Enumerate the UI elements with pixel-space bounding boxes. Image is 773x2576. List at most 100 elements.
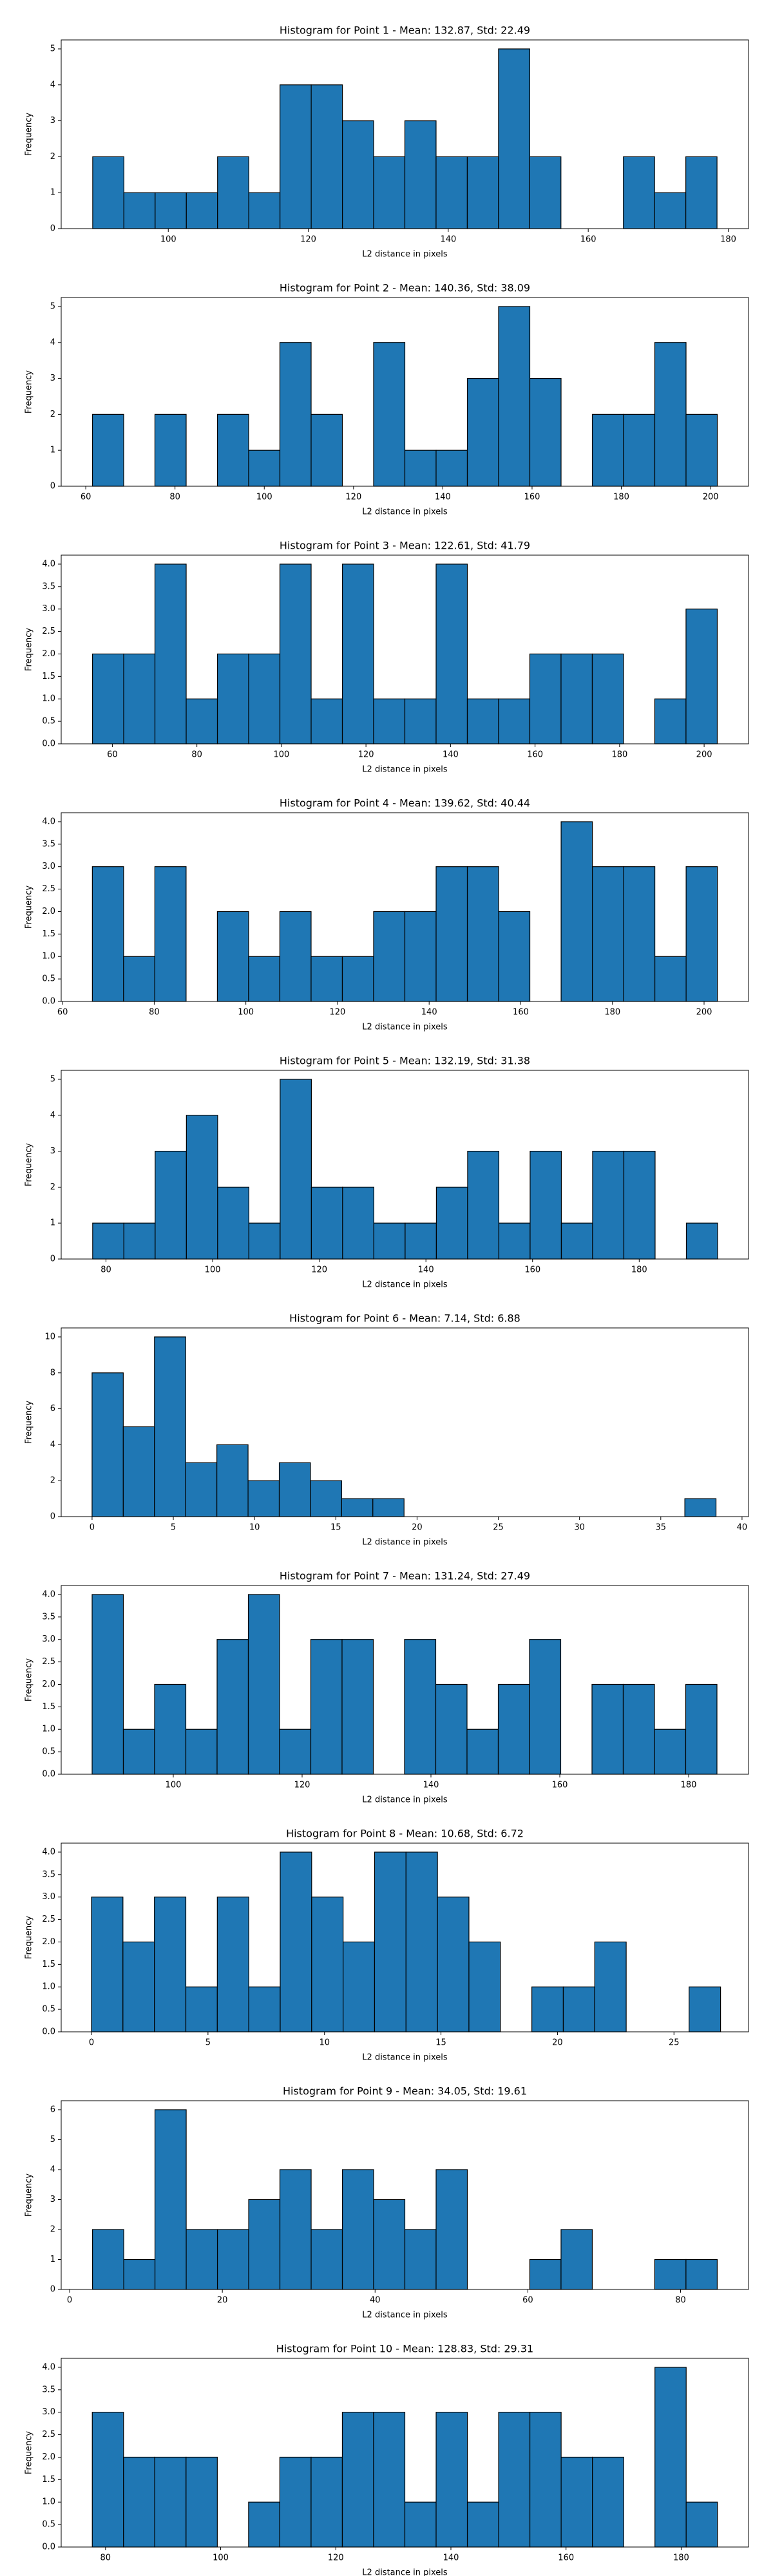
bar (341, 1639, 374, 1775)
x-tick-label: 160 (552, 1781, 568, 1790)
x-axis-label: L2 distance in pixels (362, 1280, 448, 1290)
bar (310, 84, 343, 229)
bar (123, 653, 156, 744)
y-axis-label: Frequency (24, 2431, 34, 2474)
bar (154, 1683, 187, 1775)
bar (310, 2456, 343, 2548)
y-tick-label: 3.0 (42, 862, 55, 871)
axes-frame (61, 2100, 749, 2290)
x-tick-label: 140 (435, 493, 451, 502)
bar (123, 1222, 156, 1260)
axes-frame (61, 1585, 749, 1775)
x-tick-label: 10 (249, 1523, 260, 1533)
y-tick-label: 0 (50, 2285, 55, 2295)
y-tick-label: 1 (50, 1218, 55, 1228)
chart-title: Histogram for Point 9 - Mean: 34.05, Std… (283, 2085, 527, 2098)
bar (373, 2199, 406, 2290)
y-axis-label: Frequency (24, 2174, 34, 2217)
x-tick-label: 60 (107, 750, 118, 760)
y-axis-label: Frequency (24, 1916, 34, 1959)
bar (435, 156, 468, 229)
x-tick-label: 15 (330, 1523, 341, 1533)
y-tick-label: 0 (50, 1512, 55, 1522)
bar (498, 48, 530, 229)
chart-title: Histogram for Point 10 - Mean: 128.83, S… (276, 2343, 533, 2355)
bar (216, 1444, 249, 1517)
bar (404, 911, 437, 1002)
bar (498, 698, 531, 744)
y-tick-label: 0.5 (42, 717, 55, 726)
x-axis-label: L2 distance in pixels (362, 250, 448, 260)
y-tick-label: 3.5 (42, 839, 55, 849)
y-tick-label: 4 (50, 1440, 55, 1450)
x-tick-label: 0 (67, 2296, 72, 2306)
y-tick-label: 1.0 (42, 694, 55, 704)
x-tick-label: 120 (294, 1781, 310, 1790)
bar (591, 866, 624, 1002)
x-tick-label: 100 (273, 750, 289, 760)
y-tick-label: 2 (50, 410, 55, 419)
y-axis-label: Frequency (24, 1658, 34, 1701)
x-tick-label: 100 (238, 1008, 254, 1018)
y-tick-label: 4.0 (42, 817, 55, 826)
chart-title: Histogram for Point 4 - Mean: 139.62, St… (280, 797, 530, 810)
bar (654, 192, 687, 229)
y-tick-label: 3 (50, 1146, 55, 1156)
bar (435, 2169, 468, 2290)
x-tick-label: 30 (574, 1523, 585, 1533)
y-tick-label: 2.5 (42, 627, 55, 636)
y-tick-label: 3 (50, 2195, 55, 2204)
x-tick-label: 160 (513, 1008, 529, 1018)
bar (186, 698, 218, 744)
bar (310, 413, 343, 487)
y-tick-label: 3.5 (42, 1612, 55, 1622)
bar (560, 1222, 593, 1260)
bar (154, 2109, 187, 2290)
bar (185, 1462, 218, 1517)
bar (123, 956, 155, 1002)
axes-frame (61, 297, 749, 487)
bar (560, 821, 593, 1002)
x-tick-label: 160 (524, 1265, 540, 1275)
x-tick-label: 100 (166, 1781, 182, 1790)
x-axis-label: L2 distance in pixels (362, 765, 448, 775)
bar (154, 866, 187, 1002)
y-tick-label: 2.5 (42, 884, 55, 894)
bar (498, 911, 531, 1002)
bar (248, 2199, 281, 2290)
bar (186, 192, 218, 229)
x-tick-label: 140 (421, 1008, 437, 1018)
y-tick-label: 2.0 (42, 907, 55, 916)
x-tick-label: 80 (191, 750, 202, 760)
bar (404, 2501, 437, 2548)
bar (529, 377, 562, 487)
bar (592, 1150, 625, 1260)
bar (437, 1897, 470, 2032)
x-tick-label: 20 (552, 2038, 563, 2048)
x-axis-label: L2 distance in pixels (362, 1023, 448, 1032)
bar (216, 1897, 249, 2032)
x-tick-label: 0 (89, 2038, 94, 2048)
y-tick-label: 4 (50, 80, 55, 90)
x-axis-label: L2 distance in pixels (362, 507, 448, 517)
y-tick-label: 2.0 (42, 2452, 55, 2462)
x-axis-label: L2 distance in pixels (362, 2311, 448, 2320)
y-tick-label: 1.0 (42, 952, 55, 961)
x-tick-label: 80 (100, 2553, 111, 2563)
x-tick-label: 35 (656, 1523, 667, 1533)
bar (529, 653, 562, 744)
bar (373, 156, 406, 229)
bar (591, 1683, 624, 1775)
bar (310, 956, 343, 1002)
x-tick-label: 160 (527, 750, 543, 760)
axes-frame (61, 39, 749, 229)
x-tick-label: 100 (213, 2553, 229, 2563)
bar (247, 1480, 280, 1517)
bar (123, 2259, 156, 2290)
bar (592, 2456, 624, 2548)
bar (247, 1594, 280, 1775)
bar (248, 192, 281, 229)
y-tick-label: 1.0 (42, 1725, 55, 1734)
bar (92, 2229, 124, 2290)
y-axis-label: Frequency (24, 1401, 34, 1444)
